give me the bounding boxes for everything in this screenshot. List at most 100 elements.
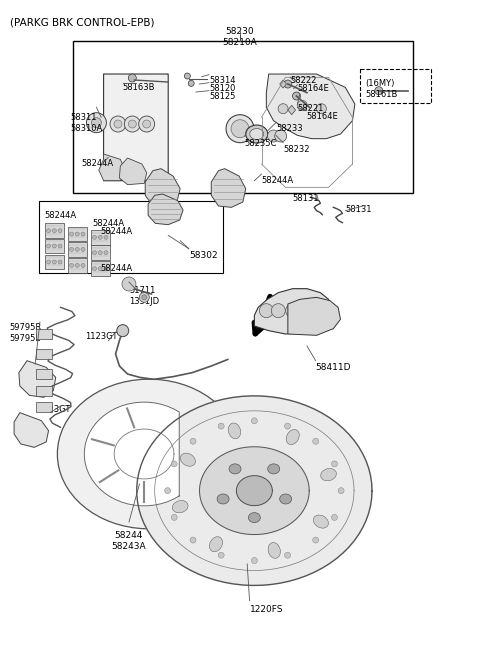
Ellipse shape [250, 128, 264, 140]
Circle shape [75, 232, 79, 236]
Circle shape [139, 116, 155, 132]
Circle shape [312, 438, 319, 444]
Text: 58411D: 58411D [316, 363, 351, 371]
Polygon shape [99, 154, 125, 180]
Ellipse shape [286, 430, 300, 445]
Circle shape [316, 104, 326, 114]
Circle shape [98, 267, 102, 271]
Circle shape [47, 244, 50, 248]
Ellipse shape [313, 515, 328, 528]
Circle shape [47, 228, 50, 232]
Text: 58233: 58233 [276, 124, 302, 133]
Circle shape [58, 228, 62, 232]
Text: 58244
58243A: 58244 58243A [112, 530, 146, 550]
Circle shape [98, 235, 102, 239]
Bar [39, 200, 223, 273]
Text: 1123GT: 1123GT [38, 405, 71, 414]
Ellipse shape [209, 536, 223, 552]
Circle shape [184, 73, 191, 79]
Text: 58131: 58131 [293, 194, 319, 203]
Circle shape [93, 250, 96, 255]
Bar [45, 223, 64, 238]
Circle shape [267, 130, 279, 142]
Text: 58164E: 58164E [298, 84, 329, 93]
Polygon shape [288, 297, 340, 335]
Bar [36, 369, 52, 379]
Text: 58125: 58125 [209, 92, 235, 101]
Bar [36, 329, 52, 339]
Circle shape [58, 260, 62, 264]
Text: 58244A: 58244A [262, 176, 294, 185]
Circle shape [143, 120, 151, 128]
Circle shape [128, 74, 136, 82]
Text: 58120: 58120 [209, 84, 235, 93]
Circle shape [286, 304, 300, 318]
Circle shape [139, 293, 149, 303]
Polygon shape [137, 396, 372, 585]
Circle shape [300, 304, 314, 318]
Circle shape [231, 120, 249, 138]
Bar [36, 402, 52, 412]
Circle shape [218, 552, 224, 558]
Circle shape [338, 488, 344, 494]
Bar [68, 258, 87, 273]
Circle shape [104, 250, 108, 255]
Circle shape [165, 488, 170, 494]
Circle shape [226, 115, 254, 143]
Polygon shape [288, 106, 296, 115]
Polygon shape [266, 74, 355, 139]
Text: 58244A: 58244A [93, 218, 125, 228]
Circle shape [110, 116, 126, 132]
Circle shape [93, 235, 96, 239]
Circle shape [117, 325, 129, 337]
Circle shape [285, 423, 290, 429]
Circle shape [52, 244, 56, 248]
Text: 58230
58210A: 58230 58210A [223, 27, 257, 47]
Circle shape [104, 267, 108, 271]
Text: 51711
1351JD: 51711 1351JD [129, 286, 159, 306]
Polygon shape [14, 413, 48, 448]
Circle shape [332, 514, 337, 520]
Circle shape [70, 232, 73, 236]
Polygon shape [211, 169, 246, 207]
Circle shape [275, 130, 287, 142]
Circle shape [218, 423, 224, 429]
Circle shape [312, 537, 319, 543]
Circle shape [297, 100, 307, 110]
Ellipse shape [248, 512, 260, 522]
Ellipse shape [321, 468, 336, 481]
Circle shape [98, 250, 102, 255]
Bar [360, 69, 432, 103]
Circle shape [285, 552, 290, 558]
Circle shape [81, 232, 85, 236]
Polygon shape [280, 80, 287, 88]
Circle shape [284, 80, 292, 88]
Circle shape [58, 244, 62, 248]
Circle shape [142, 295, 147, 300]
Circle shape [171, 461, 177, 467]
Circle shape [190, 537, 196, 543]
Text: 58244A: 58244A [100, 264, 132, 273]
Bar [68, 226, 87, 241]
Circle shape [124, 116, 140, 132]
Text: 1220FS: 1220FS [250, 605, 283, 615]
Ellipse shape [180, 453, 195, 466]
Circle shape [114, 120, 122, 128]
Circle shape [259, 304, 273, 318]
Text: (16MY)
58161B: (16MY) 58161B [365, 79, 398, 100]
Circle shape [86, 113, 107, 133]
Bar [91, 261, 110, 276]
Bar [91, 245, 110, 260]
Ellipse shape [246, 125, 268, 143]
Circle shape [52, 228, 56, 232]
Bar [68, 242, 87, 257]
Circle shape [81, 247, 85, 251]
Text: 58235C: 58235C [245, 139, 277, 148]
Text: 58222: 58222 [290, 76, 317, 85]
Polygon shape [237, 476, 272, 506]
Text: 58314: 58314 [209, 76, 235, 85]
Circle shape [271, 304, 285, 318]
Circle shape [104, 235, 108, 239]
Polygon shape [58, 379, 236, 529]
Ellipse shape [268, 542, 280, 558]
